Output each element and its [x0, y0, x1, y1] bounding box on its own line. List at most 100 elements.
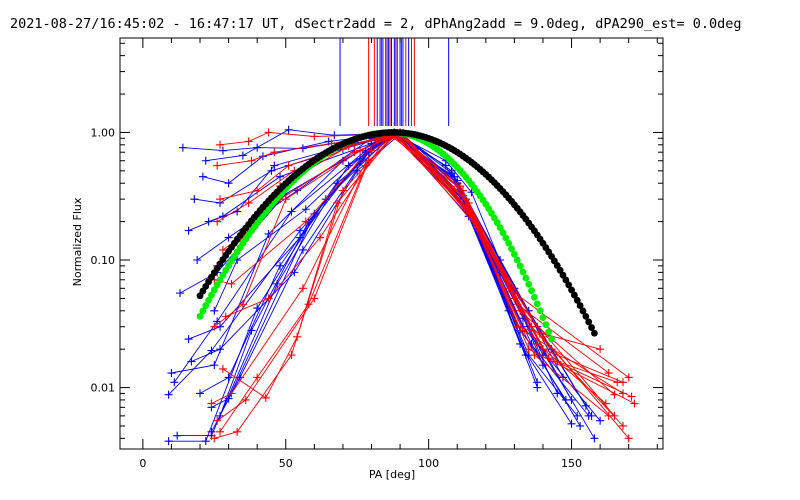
data-point-red-30-2 [287, 351, 296, 360]
fit-curve-black-point [565, 281, 573, 289]
data-point-red-22-7 [618, 421, 627, 430]
fit-curve-green-point [513, 256, 521, 264]
data-point-blue-5-0 [173, 431, 182, 440]
data-point-red-32-3 [364, 156, 373, 165]
fit-curve-black-point [576, 302, 584, 309]
fit-curve-green-point [208, 291, 215, 299]
data-point-red-31-7 [610, 390, 619, 399]
data-point-blue-6-0 [164, 437, 173, 446]
data-point-blue-0-7 [567, 419, 576, 428]
data-point-blue-10-1 [238, 151, 247, 160]
data-point-blue-18-7 [590, 434, 599, 443]
series-line-blue-6 [168, 134, 538, 442]
series-line-blue-7 [199, 133, 592, 417]
data-point-red-21-1 [238, 300, 247, 309]
data-point-blue-18-0 [187, 357, 196, 366]
data-point-red-22-1 [244, 137, 253, 146]
data-point-blue-7-2 [276, 261, 285, 270]
data-point-red-24-1 [227, 389, 236, 398]
data-point-red-25-7 [596, 345, 605, 354]
data-point-red-32-0 [213, 416, 222, 425]
fit-curve-green-point [519, 268, 527, 276]
fit-curve-green-point [516, 262, 524, 270]
data-point-red-29-7 [601, 399, 610, 408]
chart-title: 2021-08-27/16:45:02 - 16:47:17 UT, dSect… [10, 16, 742, 32]
x-tick-label: 0 [139, 457, 146, 470]
data-point-blue-3-0 [178, 143, 187, 152]
data-point-red-33-3 [350, 148, 359, 157]
data-point-blue-8-2 [267, 166, 276, 175]
y-tick-label: 0.10 [91, 254, 116, 267]
data-point-red-27-5 [456, 182, 465, 191]
x-axis-label: PA [deg] [369, 468, 415, 481]
fit-curve-green-point [528, 287, 535, 295]
data-point-blue-13-1 [247, 326, 256, 335]
data-point-blue-0-0 [164, 390, 173, 399]
fit-curve-green-point [202, 302, 210, 309]
series-line-red-29 [225, 133, 607, 404]
data-point-red-29-2 [316, 233, 325, 242]
data-point-blue-18-1 [216, 345, 225, 354]
axes-layer: 0 50 100 150 0.01 0.10 1.00 [91, 37, 664, 470]
plot-frame [119, 37, 664, 450]
data-point-red-32-1 [241, 395, 250, 404]
data-point-red-26-3 [333, 198, 342, 207]
data-point-red-28-1 [227, 279, 236, 288]
fit-curve-green-point [496, 224, 504, 232]
data-point-red-30-0 [210, 434, 219, 443]
data-point-red-31-2 [284, 161, 293, 170]
fit-curve-green-point [505, 239, 513, 247]
fit-curve-green-point [548, 335, 555, 343]
data-point-red-30-5 [458, 191, 467, 200]
data-point-blue-6-1 [201, 437, 210, 446]
data-point-red-24-2 [298, 284, 307, 293]
y-tick-label: 1.00 [91, 126, 116, 139]
fit-curve-green-point [536, 307, 544, 315]
data-point-blue-14-7 [558, 373, 567, 382]
x-tick-label: 150 [561, 457, 582, 470]
data-point-red-21-0 [210, 322, 219, 331]
data-point-red-24-0 [207, 399, 216, 408]
fit-curve-green-point [213, 281, 221, 289]
x-tick-label: 50 [279, 457, 293, 470]
fit-curve-green-point [210, 286, 218, 294]
data-point-blue-9-0 [193, 256, 202, 265]
fit-curve-green-point [499, 229, 507, 237]
data-point-blue-7-0 [196, 389, 205, 398]
data-point-red-30-7 [627, 392, 636, 401]
data-point-blue-12-2 [301, 205, 310, 214]
data-point-blue-19-1 [224, 394, 233, 403]
data-point-blue-11-0 [204, 217, 213, 226]
series-line-red-32 [216, 133, 609, 422]
series-line-red-28 [214, 131, 624, 394]
data-point-red-27-7 [604, 369, 613, 378]
data-point-blue-0-2 [296, 226, 305, 235]
data-point-red-32-2 [310, 294, 319, 303]
fit-curve-black-point [582, 312, 590, 320]
data-point-red-30-6 [544, 354, 553, 363]
data-point-blue-9-1 [224, 233, 233, 242]
data-point-red-27-2 [270, 148, 279, 157]
data-point-red-32-7 [604, 411, 613, 420]
data-point-blue-14-3 [356, 154, 365, 163]
data-point-red-29-1 [264, 294, 273, 303]
fit-curve-black-point [573, 296, 581, 304]
data-point-blue-18-2 [290, 268, 299, 277]
fit-curve-black-point [585, 318, 593, 326]
fit-curve-green-point [542, 321, 550, 329]
data-point-blue-17-1 [224, 179, 233, 188]
data-point-blue-12-0 [210, 306, 219, 315]
series-line-red-25 [216, 133, 601, 350]
data-point-red-22-2 [264, 128, 273, 137]
data-point-red-31-0 [216, 195, 225, 204]
data-point-blue-10-3 [330, 131, 339, 140]
data-point-blue-16-0 [207, 427, 216, 436]
data-point-red-33-5 [464, 205, 473, 214]
data-point-red-27-0 [213, 161, 222, 170]
data-point-red-30-3 [338, 186, 347, 195]
data-point-blue-18-3 [353, 166, 362, 175]
data-point-blue-11-6 [533, 383, 542, 392]
data-point-red-22-3 [310, 132, 319, 141]
data-point-red-25-1 [244, 198, 253, 207]
fit-curve-green-point [533, 300, 541, 308]
